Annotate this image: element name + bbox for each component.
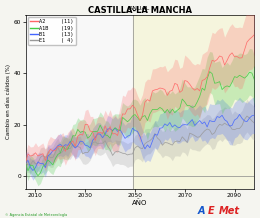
Text: © Agencia Estatal de Meteorología: © Agencia Estatal de Meteorología xyxy=(5,213,67,217)
Text: A: A xyxy=(198,206,205,216)
Title: CASTILLA-LA MANCHA: CASTILLA-LA MANCHA xyxy=(88,5,192,15)
Bar xyxy=(133,15,255,189)
Y-axis label: Cambio en días cálidos (%): Cambio en días cálidos (%) xyxy=(5,64,11,139)
Text: Met: Met xyxy=(218,206,239,216)
X-axis label: AÑO: AÑO xyxy=(132,199,148,206)
Legend: A2     (11), A1B    (19), B1     (13), E1     ( 4): A2 (11), A1B (19), B1 (13), E1 ( 4) xyxy=(28,17,76,45)
Text: E: E xyxy=(208,206,214,216)
Text: ANUAL: ANUAL xyxy=(129,6,151,11)
